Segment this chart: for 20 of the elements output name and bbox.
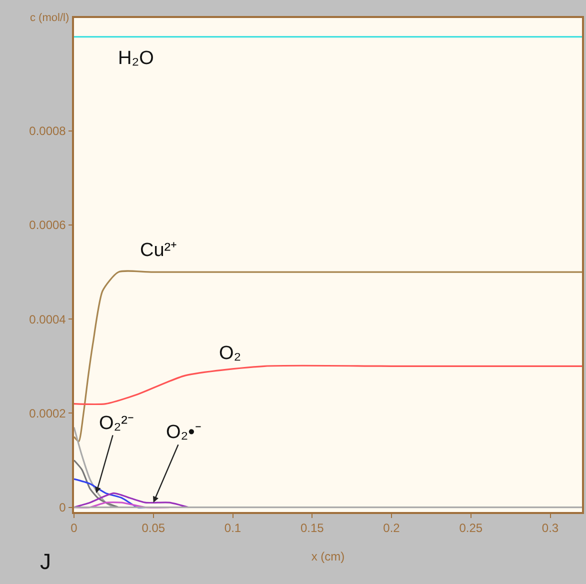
x-tick-label: 0.2 bbox=[383, 521, 400, 536]
x-axis-title: x (cm) bbox=[311, 550, 345, 564]
y-tick-label: 0.0006 bbox=[29, 218, 66, 232]
y-tick-label: 0 bbox=[59, 500, 66, 514]
y-tick-label: 0.0002 bbox=[29, 406, 66, 420]
y-tick-label: 0.0004 bbox=[29, 312, 66, 326]
annotation: O₂•⁻ bbox=[166, 422, 201, 443]
x-tick-label: 0.1 bbox=[224, 521, 242, 536]
x-tick-label: 0.05 bbox=[142, 521, 166, 536]
y-tick-label: 0.0008 bbox=[29, 124, 66, 138]
annotation: O₂ bbox=[219, 343, 242, 364]
x-tick-label: 0 bbox=[70, 521, 78, 536]
x-tick-label: 0.3 bbox=[542, 521, 559, 536]
x-tick-label: 0.15 bbox=[300, 521, 324, 536]
annotation: Cu²⁺ bbox=[140, 240, 177, 261]
y-axis-title: c (mol/l) bbox=[30, 12, 70, 24]
text: J bbox=[40, 549, 51, 574]
x-tick-label: 0.25 bbox=[459, 521, 483, 536]
annotation: H₂O bbox=[118, 48, 154, 69]
annotation: O₂²⁻ bbox=[99, 413, 134, 434]
